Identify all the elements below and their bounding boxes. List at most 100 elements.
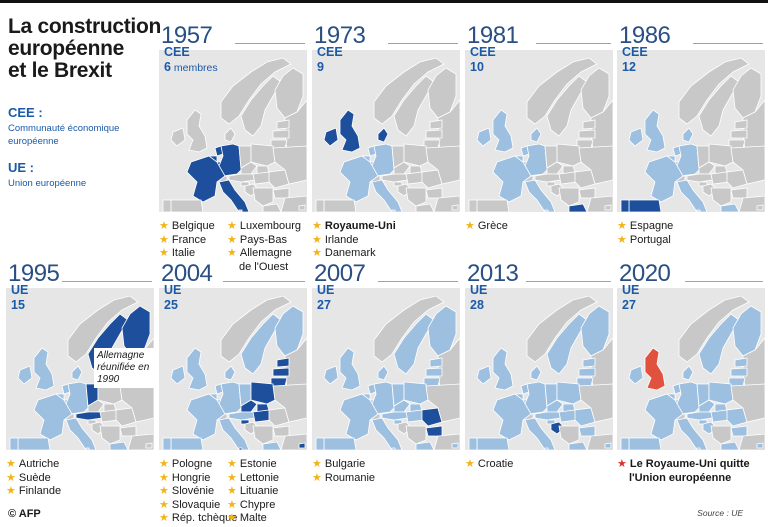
country-norway [526,295,598,363]
year-label: 1957 [161,22,213,49]
country-mt [696,447,701,450]
country-es [17,437,51,450]
country-mt [544,209,549,212]
country-ee [582,119,596,130]
country-pt [468,437,478,450]
country-de [524,381,548,415]
country-ee [276,357,290,368]
member-count: 27 [317,298,331,312]
country-hu [710,171,730,185]
membership-label: CEE 6 membres [164,45,218,76]
country-cz [698,161,716,175]
country-se [240,313,282,375]
country-balk [710,187,732,207]
membership-label: UE 27 [317,283,334,313]
member-list-item: ★ Danemark [312,247,464,261]
legend-cee-definition: Communauté économique européenne [8,123,120,147]
country-lv [730,129,748,139]
country-se [546,75,588,137]
country-balk [405,425,427,445]
country-cy [298,442,306,449]
member-list-item: ★ Slovénie [159,485,227,499]
member-count: 27 [622,298,636,312]
star-icon: ★ [227,247,237,259]
country-pl [708,381,734,405]
country-gr [262,441,282,450]
country-bg [272,425,290,437]
source-note: Source : UE [697,508,743,518]
map-annotation: Allemagne réunifiée en 1990 [94,348,156,388]
country-ie [170,365,186,385]
country-fr [186,155,226,203]
member-name: Irlande [324,233,359,246]
membership-label: CEE 10 [470,45,496,75]
country-at [686,411,714,421]
member-list-item: ★ Italie [159,247,227,261]
member-name: Roumanie [324,471,376,484]
member-count: 10 [470,60,484,74]
year-rule [235,43,305,44]
country-hu [710,409,730,423]
country-fi [580,305,610,357]
country-es [476,199,510,212]
member-list-item: ★ Belgique [159,220,227,234]
star-icon: ★ [6,485,16,497]
star-icon: ★ [312,471,322,484]
new-members-list: ★ Autriche ★ Suède ★ Finlande [6,458,158,499]
year-rule [378,281,458,282]
member-list-item: ★ Lituanie [227,485,295,499]
country-ro [726,407,748,427]
country-dk [682,365,694,381]
europe-map [617,288,765,450]
year-rule [388,43,458,44]
country-uk [644,109,666,153]
new-members-list: ★ Pologne ★ Hongrie ★ Slovénie ★ Slovaquie ★ Rép.… [159,458,311,526]
membership-label: UE 15 [11,283,28,313]
member-list-item: ★ Suède [6,472,158,486]
country-balk [558,187,580,207]
country-gr [720,203,740,212]
country-lv [272,129,290,139]
member-list-item: ★ Roumanie [312,472,464,486]
star-icon: ★ [617,233,627,246]
member-name: Belgique [171,220,215,232]
member-name: Suède [18,471,51,484]
year-label: 2020 [619,260,671,287]
country-se [546,313,588,375]
country-pt [468,199,478,212]
country-cz [87,399,105,413]
europe-map [312,50,460,212]
country-it [524,417,556,450]
country-ee [429,357,443,368]
member-name: Portugal [629,233,671,246]
country-uk [339,109,361,153]
country-cy [756,442,764,449]
country-ee [734,357,748,368]
country-es [323,437,357,450]
member-name: Chypre [239,498,276,511]
year-label: 1973 [314,22,366,49]
star-icon: ★ [312,233,322,246]
country-gr [720,441,740,450]
star-icon: ★ [617,220,627,232]
country-de [371,143,395,177]
year-label: 2004 [161,260,213,287]
star-icon: ★ [312,220,322,232]
star-icon: ★ [227,220,237,232]
star-icon: ★ [312,247,322,259]
member-list-item: ★ Lettonie [227,472,295,486]
country-it [65,417,97,450]
country-ie [323,365,339,385]
org-name: CEE [622,45,648,59]
country-de [218,381,242,415]
star-icon: ★ [6,458,16,470]
member-list-item: ★ Irlande [312,234,464,248]
country-ro [268,169,290,189]
year-label: 1986 [619,22,671,49]
country-se [393,313,435,375]
country-cy [756,204,764,211]
country-mt [238,209,243,212]
member-list-item: ★ Croatie [465,458,617,472]
country-pl [556,381,582,405]
new-members-list: ★ Bulgarie ★ Roumanie [312,458,464,485]
